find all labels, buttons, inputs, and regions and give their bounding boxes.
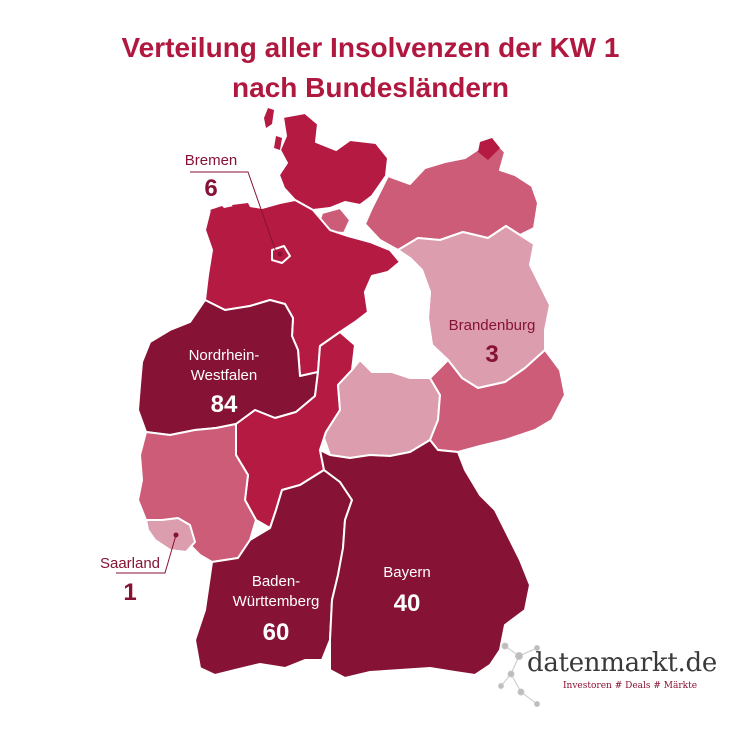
label-bw-line1: Baden- [252,573,300,590]
saarland-marker [173,532,179,538]
title-line-2: nach Bundesländern [232,72,509,103]
value-saarland: 1 [123,579,136,606]
bremen-marker [277,251,283,257]
value-bayern: 40 [394,590,421,617]
region-bayern[interactable] [319,439,531,679]
label-bayern: Bayern [383,564,431,581]
map-title: Verteilung aller Insolvenzen der KW 1 na… [0,28,741,108]
region-mecklenburg-vorpommern[interactable] [364,141,539,251]
value-bw: 60 [263,619,290,646]
logo-wordmark: datenmarkt.de [527,648,717,678]
title-line-1: Verteilung aller Insolvenzen der KW 1 [121,32,620,63]
value-nrw: 84 [211,391,238,418]
network-icon [498,642,540,707]
value-brandenburg: 3 [485,341,498,368]
label-nrw-line2: Westfalen [191,367,257,384]
label-brandenburg: Brandenburg [449,317,536,334]
region-saarland[interactable] [145,517,196,553]
label-bremen: Bremen [185,152,238,169]
value-bremen: 6 [204,175,217,202]
label-nrw-line1: Nordrhein- [189,347,260,364]
region-schleswig-holstein[interactable] [278,112,389,211]
coastal-islands [210,108,500,214]
logo-tagline: Investoren # Deals # Märkte [563,681,698,691]
saarland-leader-line [116,534,177,574]
label-bw-line2: Württemberg [233,593,320,610]
datenmarkt-logo[interactable]: datenmarkt.de Investoren # Deals # Märkt… [498,640,725,720]
bremen-leader-line [190,171,277,253]
label-saarland: Saarland [100,555,160,572]
